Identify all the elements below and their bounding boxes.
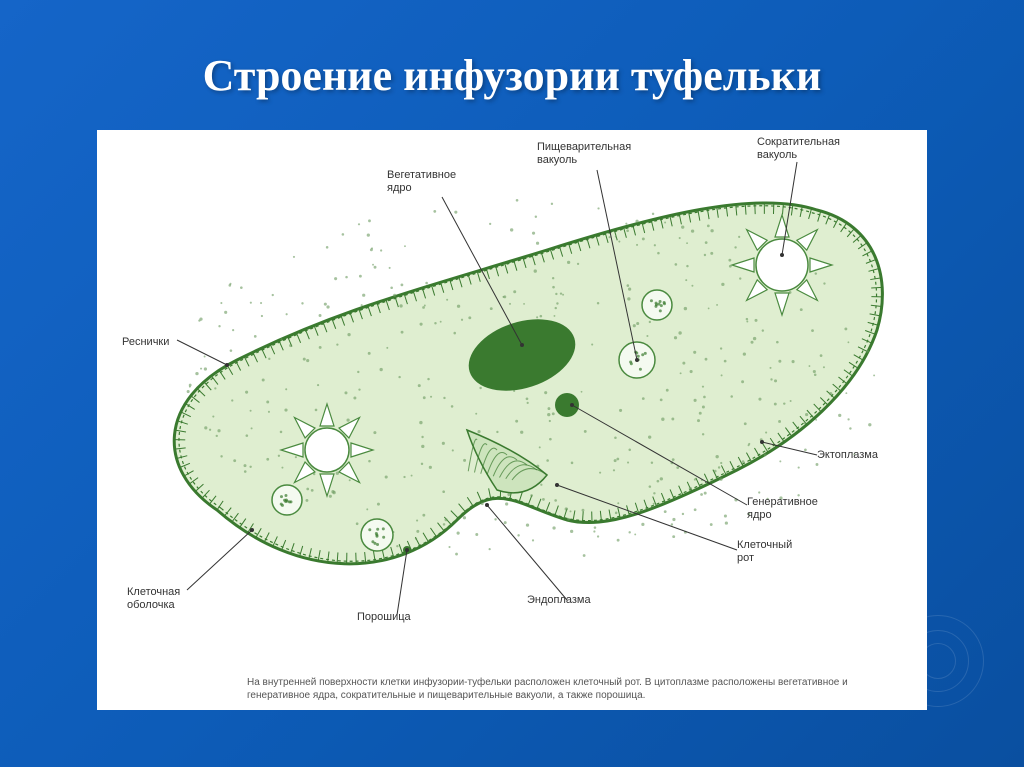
diagram-figure: СократительнаявакуольПищеварительнаяваку…	[97, 130, 927, 710]
paramecium-diagram: СократительнаявакуольПищеварительнаяваку…	[97, 130, 927, 660]
label-cytostome: Клеточный	[737, 539, 792, 551]
label-food_vacuole: вакуоль	[537, 154, 577, 166]
figure-caption: На внутренней поверхности клетки инфузор…	[247, 676, 867, 702]
label-cytostome: рот	[737, 552, 754, 564]
label-cilia: Реснички	[122, 336, 169, 348]
bg-ripple-icon	[822, 605, 874, 657]
label-pellicle: оболочка	[127, 599, 175, 611]
bg-ripple-icon	[920, 643, 956, 679]
label-endoplasm: Эндоплазма	[527, 594, 591, 606]
label-micronucleus: Генеративное	[747, 496, 818, 508]
label-macronucleus: ядро	[387, 182, 412, 194]
label-ectoplasm: Эктоплазма	[817, 449, 879, 461]
label-micronucleus: ядро	[747, 509, 772, 521]
label-contractile_vacuole: вакуоль	[757, 149, 797, 161]
label-macronucleus: Вегетативное	[387, 169, 456, 181]
slide: Строение инфузории туфельки Сократительн…	[0, 0, 1024, 767]
label-cytoproct: Порошица	[357, 611, 412, 623]
label-food_vacuole: Пищеварительная	[537, 141, 631, 153]
slide-title: Строение инфузории туфельки	[0, 50, 1024, 101]
label-contractile_vacuole: Сократительная	[757, 136, 840, 148]
label-pellicle: Клеточная	[127, 586, 180, 598]
